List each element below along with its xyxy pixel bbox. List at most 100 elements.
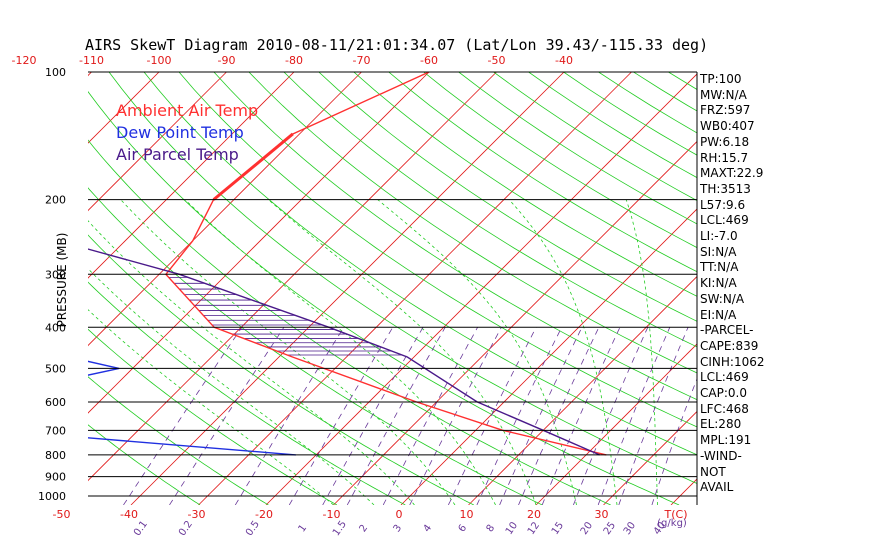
moist-adiabat <box>268 199 537 505</box>
mixing-ratio-line <box>518 327 600 505</box>
stat-item: TT:N/A <box>700 260 739 275</box>
stat-item: KI:N/A <box>700 276 737 291</box>
y-axis-label: PRESSURE (MB) <box>55 232 69 328</box>
pressure-tick-label: 300 <box>45 268 66 281</box>
top-temp-tick-label: -110 <box>79 54 104 67</box>
dry-adiabat <box>88 234 474 505</box>
dry-adiabat <box>178 72 697 428</box>
isotherm <box>88 72 497 482</box>
chart-title: AIRS SkewT Diagram 2010-08-11/21:01:34.0… <box>85 36 709 54</box>
mixing-ratio-label: 12 <box>526 520 542 537</box>
mixing-ratio-line <box>499 327 583 505</box>
stat-item: LCL:469 <box>700 213 749 228</box>
stat-item: SW:N/A <box>700 291 745 306</box>
mixing-ratio-label: 4 <box>422 523 435 535</box>
dry-adiabat <box>388 72 697 273</box>
bottom-temp-tick-label: -30 <box>188 508 206 521</box>
dry-adiabat <box>248 72 697 374</box>
stat-item: RH:15.7 <box>700 150 749 165</box>
moist-adiabat <box>508 199 618 505</box>
bottom-temp-tick-label: 10 <box>460 508 474 521</box>
isotherm <box>198 72 632 505</box>
top-temp-tick-label: -80 <box>285 54 303 67</box>
moist-adiabat <box>625 199 658 505</box>
bottom-temp-tick-label: -20 <box>255 508 273 521</box>
mixing-ratio-label: 0.5 <box>244 519 262 538</box>
mixing-ratio-line <box>597 327 671 505</box>
bottom-temp-tick-label: -10 <box>323 508 341 521</box>
stat-item: TP:100 <box>700 72 742 86</box>
mixing-ratio-label: 20 <box>579 520 595 537</box>
dry-adiabat <box>88 139 611 505</box>
pressure-tick-label: 600 <box>45 396 66 409</box>
stat-item: CINH:1062 <box>700 354 765 369</box>
dry-adiabat <box>143 72 697 456</box>
pressure-tick-label: 200 <box>45 194 66 207</box>
top-temp-tick-label: -100 <box>147 54 172 67</box>
mixing-ratio-unit: (g/kg) <box>657 518 687 529</box>
stat-item: PW:6.18 <box>700 134 750 149</box>
isotherm <box>603 410 697 505</box>
moist-adiabat <box>184 199 496 505</box>
mixing-ratio-line <box>382 327 478 505</box>
stat-item: WB0:407 <box>700 119 755 134</box>
stat-item: -WIND- <box>700 448 742 463</box>
mixing-ratio-label: 15 <box>550 520 566 537</box>
mixing-ratio-label: 0.2 <box>177 519 195 538</box>
legend-ambient: Ambient Air Temp <box>116 101 259 120</box>
mixing-ratio-line <box>409 327 502 505</box>
dry-adiabat <box>88 281 406 505</box>
mixing-ratio-label: 1 <box>297 523 310 535</box>
bottom-temp-tick-label: -50 <box>53 508 71 521</box>
isotherm <box>88 72 430 414</box>
isotherm <box>333 140 697 505</box>
dry-adiabat <box>88 424 201 505</box>
bottom-temp-tick-label: 0 <box>396 508 403 521</box>
mixing-ratio-line <box>322 327 424 505</box>
mixing-ratio-label: 10 <box>504 520 520 537</box>
dry-adiabat <box>353 72 697 297</box>
isotherm <box>88 72 92 77</box>
mixing-ratio-line <box>346 327 446 505</box>
moist-adiabat <box>88 268 375 505</box>
isotherm <box>535 343 697 505</box>
dry-adiabat <box>668 72 697 90</box>
pressure-tick-label: 100 <box>45 66 66 79</box>
isotherm <box>130 72 565 505</box>
stat-item: FRZ:597 <box>700 103 751 118</box>
stat-item: LFC:468 <box>700 401 749 416</box>
dry-adiabat <box>283 72 697 348</box>
stat-item: NOT <box>700 464 726 479</box>
isotherm <box>806 72 870 505</box>
series-line-2 <box>88 248 600 456</box>
top-temp-tick-label: -120 <box>12 54 37 67</box>
mixing-ratio-line <box>234 327 345 505</box>
dry-adiabat <box>213 72 697 401</box>
dry-adiabat <box>88 187 543 505</box>
stat-item: AVAIL <box>700 480 734 495</box>
stat-item: MAXT:22.9 <box>700 166 764 181</box>
mixing-ratio-line <box>541 327 621 505</box>
mixing-ratio-label: 2 <box>358 523 371 535</box>
dry-adiabat <box>318 72 697 322</box>
bottom-temp-tick-label: 20 <box>527 508 541 521</box>
top-temp-tick-label: -40 <box>555 54 573 67</box>
pressure-tick-label: 900 <box>45 471 66 484</box>
mixing-ratio-line <box>618 327 689 505</box>
mixing-ratio-label: 8 <box>485 523 498 535</box>
pressure-tick-label: 800 <box>45 449 66 462</box>
bottom-temp-tick-label: -40 <box>120 508 138 521</box>
dry-adiabat <box>423 72 697 249</box>
stat-item: CAP:0.0 <box>700 386 747 401</box>
stat-item: CAPE:839 <box>700 338 759 353</box>
pressure-tick-label: 1000 <box>38 490 66 503</box>
dry-adiabat <box>808 72 870 505</box>
stat-item: L57:9.6 <box>700 197 746 212</box>
tropopause-marker <box>212 132 294 201</box>
mixing-ratio-label: 3 <box>392 523 405 535</box>
mixing-ratio-line <box>476 327 563 505</box>
stat-item: MW:N/A <box>700 87 747 102</box>
plot-area <box>88 72 870 505</box>
top-temp-tick-label: -70 <box>353 54 371 67</box>
pressure-tick-label: 700 <box>45 424 66 437</box>
